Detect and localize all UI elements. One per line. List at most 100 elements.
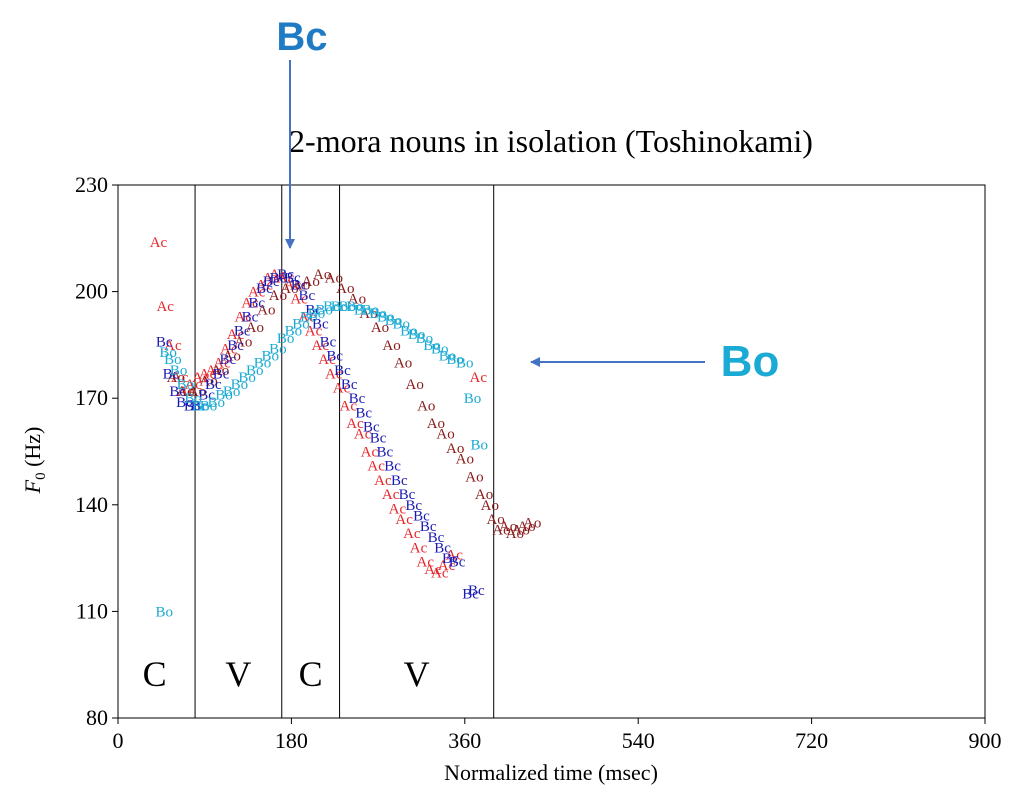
data-point-bc: Bc bbox=[227, 338, 244, 354]
data-point-ao: Ao bbox=[280, 281, 298, 297]
data-point-ac: Ac bbox=[256, 277, 274, 293]
data-point-bo: Bo bbox=[354, 302, 372, 318]
data-point-ac: Ac bbox=[171, 370, 189, 386]
bo-annotation-label: Bo bbox=[721, 337, 780, 386]
data-point-ao: Ao bbox=[436, 427, 454, 443]
y-tick-label: 170 bbox=[75, 385, 108, 410]
data-point-ac: Ac bbox=[206, 363, 224, 379]
data-point-bo: Bo bbox=[377, 309, 395, 325]
data-point-bc: Bc bbox=[449, 555, 466, 571]
data-point-ac: Ac bbox=[269, 267, 287, 283]
data-point-bo: Bo bbox=[300, 309, 318, 325]
y-axis-label-main: F bbox=[20, 479, 45, 494]
data-point-bc: Bc bbox=[355, 405, 372, 421]
x-axis-label: Normalized time (msec) bbox=[444, 760, 658, 785]
data-point-ac: Ac bbox=[318, 352, 336, 368]
data-point-ac: Ac bbox=[241, 295, 259, 311]
data-point-ao: Ao bbox=[499, 519, 517, 535]
data-point-bo: Bo bbox=[431, 341, 449, 357]
data-point-bo: Bo bbox=[308, 306, 326, 322]
x-tick-label: 180 bbox=[275, 728, 308, 753]
data-point-bo: Bo bbox=[423, 338, 441, 354]
data-point-ac: Ac bbox=[361, 445, 379, 461]
data-point-ao: Ao bbox=[211, 363, 229, 379]
data-point-bo: Bo bbox=[470, 437, 488, 453]
x-tick-label: 360 bbox=[448, 728, 481, 753]
data-point-ao: Ao bbox=[417, 398, 435, 414]
data-point-ao: Ao bbox=[382, 338, 400, 354]
y-axis-label: F0 (Hz) bbox=[20, 427, 49, 495]
data-point-ao: Ao bbox=[492, 523, 510, 539]
segment-label: C bbox=[143, 654, 167, 694]
data-point-bc: Bc bbox=[391, 473, 408, 489]
data-point-ao: Ao bbox=[512, 523, 530, 539]
data-point-ao: Ao bbox=[465, 469, 483, 485]
data-point-ac: Ac bbox=[227, 327, 245, 343]
data-point-bc: Bc bbox=[320, 334, 337, 350]
data-point-ao: Ao bbox=[475, 487, 493, 503]
data-point-bc: Bc bbox=[442, 551, 459, 567]
data-point-ao: Ao bbox=[301, 274, 319, 290]
data-point-bo: Bo bbox=[177, 377, 195, 393]
data-point-bc: Bc bbox=[468, 583, 485, 599]
y-tick-label: 200 bbox=[75, 279, 108, 304]
data-point-ao: Ao bbox=[325, 270, 343, 286]
data-point-bc: Bc bbox=[169, 384, 186, 400]
data-point-bo: Bo bbox=[231, 377, 249, 393]
data-point-ac: Ac bbox=[417, 555, 435, 571]
data-point-bo: Bo bbox=[292, 317, 310, 333]
data-point-ac: Ac bbox=[156, 299, 174, 315]
data-point-ao: Ao bbox=[269, 288, 287, 304]
data-point-ac: Ac bbox=[382, 487, 400, 503]
data-point-bo: Bo bbox=[392, 317, 410, 333]
y-tick-label: 110 bbox=[76, 598, 108, 623]
data-point-ac: Ac bbox=[438, 558, 456, 574]
data-point-ao: Ao bbox=[406, 377, 424, 393]
data-point-bo: Bo bbox=[208, 395, 226, 411]
data-point-bc: Bc bbox=[176, 395, 193, 411]
data-point-bc: Bc bbox=[305, 302, 322, 318]
data-point-bc: Bc bbox=[219, 352, 236, 368]
data-point-bo: Bo bbox=[269, 341, 287, 357]
data-point-ao: Ao bbox=[481, 498, 499, 514]
data-point-ao: Ao bbox=[371, 320, 389, 336]
data-point-bo: Bo bbox=[369, 306, 387, 322]
data-point-ac: Ac bbox=[445, 548, 463, 564]
data-point-bc: Bc bbox=[291, 277, 308, 293]
plot-area bbox=[117, 184, 986, 719]
data-point-bo: Bo bbox=[362, 302, 380, 318]
data-point-bo: Bo bbox=[416, 331, 434, 347]
data-point-bo: Bo bbox=[254, 356, 272, 372]
data-point-bc: Bc bbox=[298, 288, 315, 304]
data-point-bo: Bo bbox=[408, 327, 426, 343]
data-point-ao: Ao bbox=[176, 384, 194, 400]
segment-boundaries bbox=[194, 185, 495, 718]
data-point-ao: Ao bbox=[348, 292, 366, 308]
data-point-ao: Ao bbox=[506, 526, 524, 542]
segment-label: V bbox=[225, 654, 251, 694]
x-tick-label: 540 bbox=[622, 728, 655, 753]
chart-title: 2-mora nouns in isolation (Toshinokami) bbox=[289, 123, 813, 159]
data-point-ao: Ao bbox=[292, 277, 310, 293]
data-point-ac: Ac bbox=[389, 501, 407, 517]
data-point-ac: Ac bbox=[184, 377, 202, 393]
data-point-bc: Bc bbox=[284, 270, 301, 286]
data-point-bo: Bo bbox=[339, 299, 357, 315]
bc-annotation-label: Bc bbox=[276, 15, 327, 59]
data-point-ac: Ac bbox=[150, 235, 168, 251]
data-point-ac: Ac bbox=[248, 285, 266, 301]
data-point-bo: Bo bbox=[323, 299, 341, 315]
data-point-bo: Bo bbox=[200, 398, 218, 414]
data-point-bo: Bo bbox=[285, 324, 303, 340]
data-point-ac: Ac bbox=[424, 562, 442, 578]
data-point-bc: Bc bbox=[462, 587, 479, 603]
data-point-ao: Ao bbox=[167, 370, 185, 386]
data-point-ac: Ac bbox=[470, 370, 488, 386]
data-point-ao: Ao bbox=[517, 519, 535, 535]
data-point-bc: Bc bbox=[399, 487, 416, 503]
data-point-ao: Ao bbox=[234, 334, 252, 350]
data-point-ao: Ao bbox=[188, 384, 206, 400]
y-tick-label: 230 bbox=[75, 172, 108, 197]
data-point-bo: Bo bbox=[346, 299, 364, 315]
